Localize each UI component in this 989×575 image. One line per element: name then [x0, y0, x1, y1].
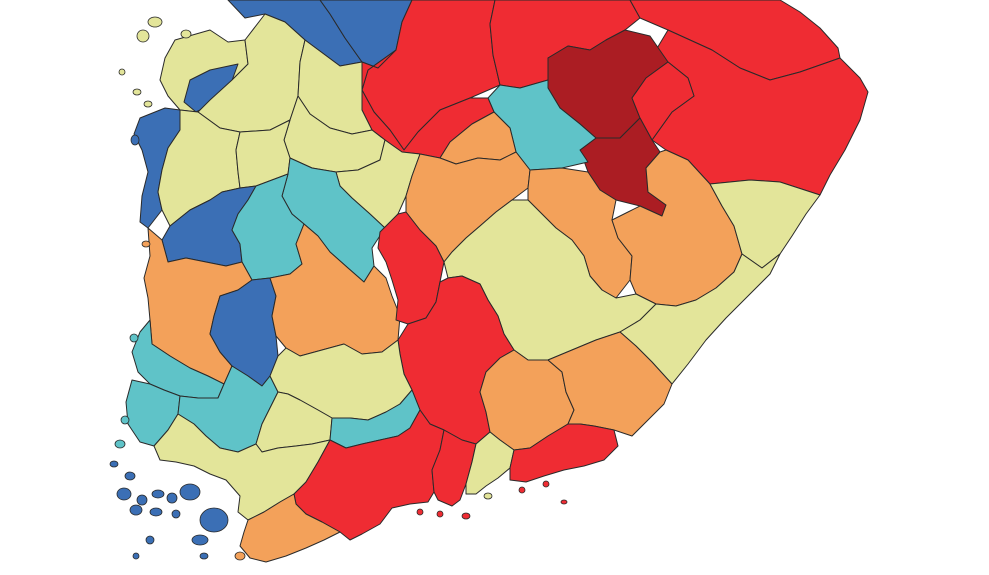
region-red-southeast: [509, 423, 619, 483]
region-orange-south-center-2: [547, 331, 673, 437]
region-red-vertical-north: [377, 211, 445, 325]
island-group: [109, 16, 568, 561]
region-orange-southwest-coast: [239, 493, 341, 563]
region-red-between-dark: [631, 61, 695, 141]
region-red-south-small: [431, 429, 477, 507]
region-khaki-far-east: [709, 179, 821, 269]
region-khaki-south-coast-2: [465, 431, 515, 495]
